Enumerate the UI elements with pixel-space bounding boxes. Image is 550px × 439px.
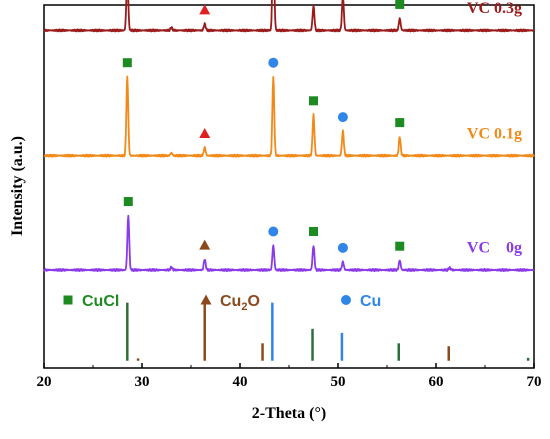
x-ticks: 20 30 40 50 60 70	[37, 363, 542, 390]
x-axis-title: 2-Theta (°)	[252, 405, 326, 422]
peak-marker-circle	[268, 57, 279, 68]
legend-marker-circle	[341, 295, 351, 305]
x-tick-label: 40	[233, 374, 248, 390]
x-tick-label: 50	[331, 374, 346, 390]
x-tick-label: 30	[135, 374, 150, 390]
series-trace	[43, 214, 535, 273]
peak-marker-square	[122, 58, 132, 68]
legend-label: Cu2O	[220, 293, 260, 313]
legend: CuCl Cu2O Cu	[63, 293, 381, 313]
peak-marker-circle	[268, 226, 279, 237]
x-tick-label: 60	[429, 374, 444, 390]
series-group	[43, 0, 535, 273]
series-trace	[43, 75, 535, 158]
peak-markers	[122, 0, 405, 253]
series-label: VC 0.3g	[467, 0, 522, 17]
peak-marker-circle	[337, 112, 348, 123]
peak-marker-square	[309, 226, 318, 236]
peak-marker-square	[309, 96, 318, 106]
series-label: VC 0g	[467, 240, 522, 257]
reference-lines	[126, 302, 530, 361]
x-tick-label: 20	[37, 374, 52, 390]
legend-marker-triangle	[200, 294, 212, 305]
peak-marker-triangle	[199, 239, 211, 250]
peak-marker-square	[395, 241, 405, 251]
peak-marker-square	[395, 118, 405, 128]
series-trace	[43, 0, 535, 33]
peak-marker-triangle	[199, 4, 211, 15]
x-tick-label: 70	[527, 374, 542, 390]
peak-marker-square	[395, 0, 405, 9]
series-label: VC 0.1g	[467, 125, 522, 142]
y-axis-title: Intensity (a.u.)	[9, 136, 26, 236]
legend-marker-square	[63, 295, 73, 305]
plot-frame	[43, 4, 535, 369]
series-labels: VC 0.3g VC 0.1g VC 0g	[467, 0, 522, 257]
legend-label: CuCl	[82, 293, 119, 310]
peak-marker-circle	[337, 242, 348, 253]
legend-label: Cu	[360, 293, 381, 310]
peak-marker-square	[123, 197, 133, 207]
peak-marker-triangle	[199, 127, 211, 138]
